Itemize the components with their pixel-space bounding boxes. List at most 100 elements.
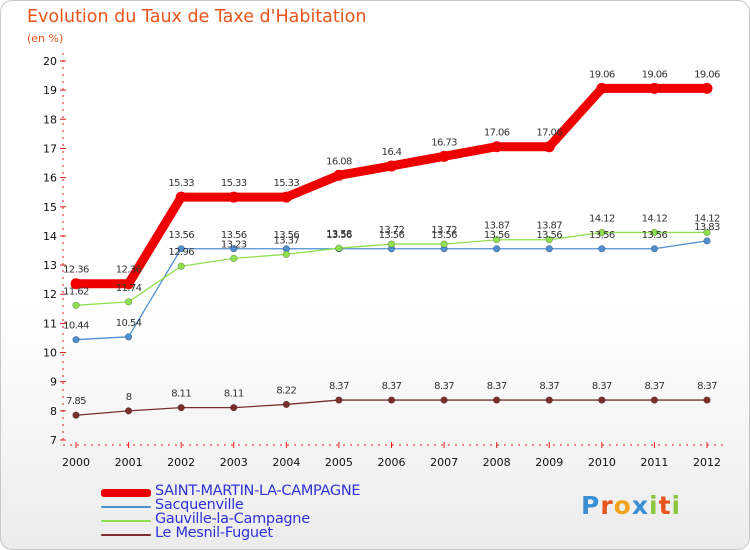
data-label: 8.37 (539, 381, 559, 392)
data-label: 16.08 (326, 156, 352, 167)
data-label: 12.36 (116, 265, 142, 276)
y-tick-label: 11 (43, 317, 57, 330)
y-tick-label: 13 (43, 259, 57, 272)
data-label: 7.85 (66, 396, 86, 407)
data-point (124, 407, 133, 415)
data-label: 13.56 (536, 230, 562, 241)
data-label: 13.72 (379, 225, 405, 236)
data-label: 15.33 (274, 178, 300, 189)
data-label: 13.56 (642, 230, 668, 241)
x-tick-label: 2011 (640, 456, 668, 469)
x-tick-label: 2000 (62, 456, 90, 469)
y-tick-label: 15 (43, 201, 57, 214)
x-tick-label: 2001 (115, 456, 143, 469)
legend-swatch (101, 520, 151, 522)
data-label: 13.56 (431, 230, 457, 241)
x-tick-label: 2012 (693, 456, 721, 469)
data-point (177, 245, 185, 253)
data-label: 14.12 (642, 213, 668, 224)
x-tick-label: 2006 (378, 456, 406, 469)
data-point (491, 141, 503, 153)
data-point (545, 236, 553, 244)
y-tick-label: 19 (43, 84, 57, 97)
data-label: 16.4 (382, 147, 402, 158)
data-point (493, 396, 501, 404)
logo-letter: o (613, 491, 632, 520)
data-label: 10.44 (63, 321, 89, 332)
data-label: 14.12 (589, 213, 615, 224)
data-point (70, 278, 82, 290)
proxiti-logo: Proxiti (581, 491, 681, 520)
data-label: 13.56 (589, 230, 615, 241)
data-label: 12.36 (63, 265, 89, 276)
legend-swatch (101, 489, 151, 497)
data-point (124, 298, 133, 306)
data-point (282, 250, 290, 258)
data-point (72, 301, 80, 309)
data-point (282, 400, 290, 409)
x-tick-label: 2003 (220, 456, 248, 469)
data-point (545, 245, 553, 253)
data-point (703, 396, 711, 404)
data-label: 8.11 (171, 389, 191, 400)
legend-label: Gauville-la-Campagne (155, 511, 310, 527)
logo-letter: P (581, 491, 601, 520)
y-tick-label: 10 (43, 347, 57, 360)
data-label: 13.56 (379, 230, 405, 241)
data-point (123, 278, 135, 290)
data-label: 13.56 (484, 230, 510, 241)
data-point (387, 396, 396, 404)
data-label: 16.73 (431, 137, 457, 148)
data-label: 13.37 (274, 235, 300, 246)
data-point (598, 228, 606, 237)
data-label: 13.56 (274, 230, 300, 241)
legend-swatch (101, 506, 151, 508)
data-point (335, 244, 343, 252)
data-label: 8.37 (382, 381, 402, 392)
y-tick-label: 18 (43, 113, 57, 126)
data-label: 8.37 (434, 381, 454, 392)
data-label: 15.33 (168, 178, 194, 189)
logo-letter: x (631, 491, 649, 520)
data-point (177, 262, 185, 270)
legend-swatch (101, 534, 151, 536)
data-point (598, 396, 606, 404)
data-label: 13.58 (326, 229, 352, 240)
data-point (72, 336, 80, 344)
data-label: 13.56 (168, 230, 194, 241)
data-label: 13.87 (484, 221, 510, 232)
data-point (333, 169, 345, 181)
x-tick-label: 2005 (325, 456, 353, 469)
y-tick-label: 12 (43, 288, 57, 301)
legend-label: Le Mesnil-Fuguet (155, 525, 273, 541)
y-tick-label: 8 (50, 405, 57, 418)
data-point (175, 191, 187, 203)
data-point (701, 82, 713, 94)
logo-letter: i (671, 491, 682, 520)
data-point (124, 333, 133, 341)
data-label: 14.12 (694, 213, 720, 224)
data-point (387, 240, 396, 248)
data-label: 19.06 (694, 69, 720, 80)
x-tick-label: 2010 (588, 456, 616, 469)
data-label: 8 (126, 392, 132, 403)
y-tick-label: 9 (50, 376, 57, 389)
data-point (596, 82, 608, 94)
data-point (230, 404, 238, 412)
y-tick-label: 20 (43, 55, 57, 68)
data-label: 10.54 (116, 318, 142, 329)
data-label: 8.37 (644, 381, 664, 392)
data-label: 8.37 (329, 381, 349, 392)
data-point (650, 228, 659, 237)
data-point (703, 228, 711, 237)
data-point (650, 245, 659, 253)
data-point (228, 191, 240, 203)
data-label: 17.06 (484, 128, 510, 139)
chart-unit-label: (en %) (27, 32, 64, 45)
data-label: 11.62 (63, 286, 89, 297)
data-label: 11.74 (116, 283, 142, 294)
data-label: 17.06 (536, 128, 562, 139)
x-tick-label: 2008 (483, 456, 511, 469)
data-point (493, 245, 501, 253)
data-point (648, 82, 660, 94)
